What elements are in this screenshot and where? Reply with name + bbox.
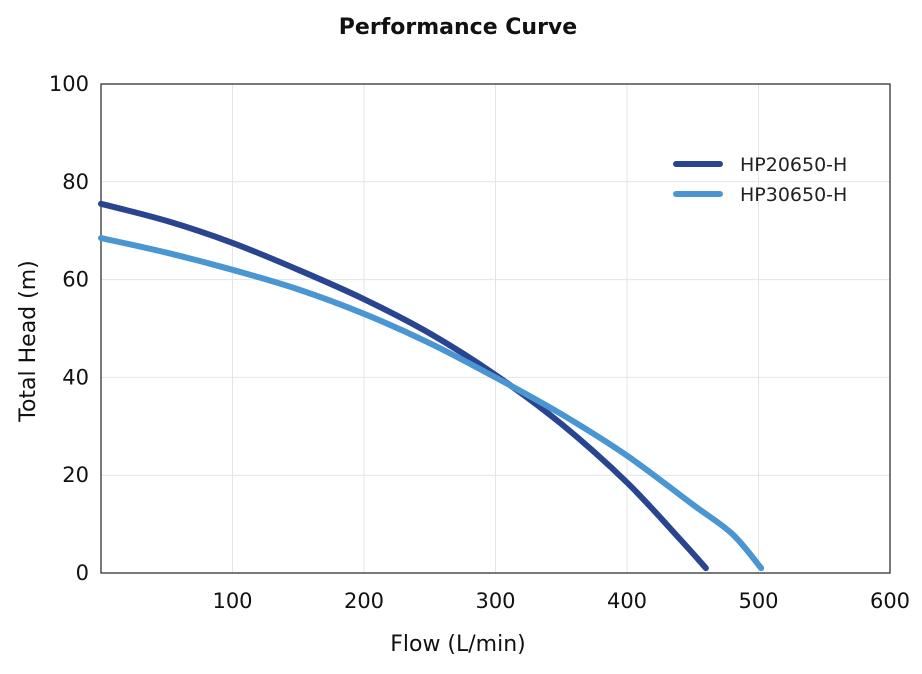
series-line-1 [98,200,709,572]
y-tick-label: 0 [76,561,89,585]
legend-label: HP30650-H [740,184,847,206]
y-tick-label: 80 [62,170,89,194]
legend: HP20650-H HP30650-H [673,154,847,206]
x-tick-label: 300 [475,589,515,613]
y-axis-label: Total Head (m) [16,260,41,423]
x-tick-label: 500 [738,589,778,613]
x-axis-label: Flow (L/min) [390,632,526,657]
plot-frame [100,83,891,574]
series-lines [98,200,765,572]
x-tick-label: 100 [212,589,252,613]
y-axis-ticks: 0 20 40 60 80 100 [49,72,89,585]
series-line-2 [98,235,765,572]
y-tick-label: 60 [62,268,89,292]
legend-label: HP20650-H [740,154,847,176]
y-tick-label: 20 [62,463,89,487]
x-tick-label: 200 [344,589,384,613]
x-axis-ticks: 100 200 300 400 500 600 [212,589,910,613]
y-tick-label: 100 [49,72,89,96]
x-tick-label: 400 [607,589,647,613]
x-tick-label: 600 [870,589,910,613]
chart-title: Performance Curve [339,15,577,40]
y-tick-label: 40 [62,365,89,389]
